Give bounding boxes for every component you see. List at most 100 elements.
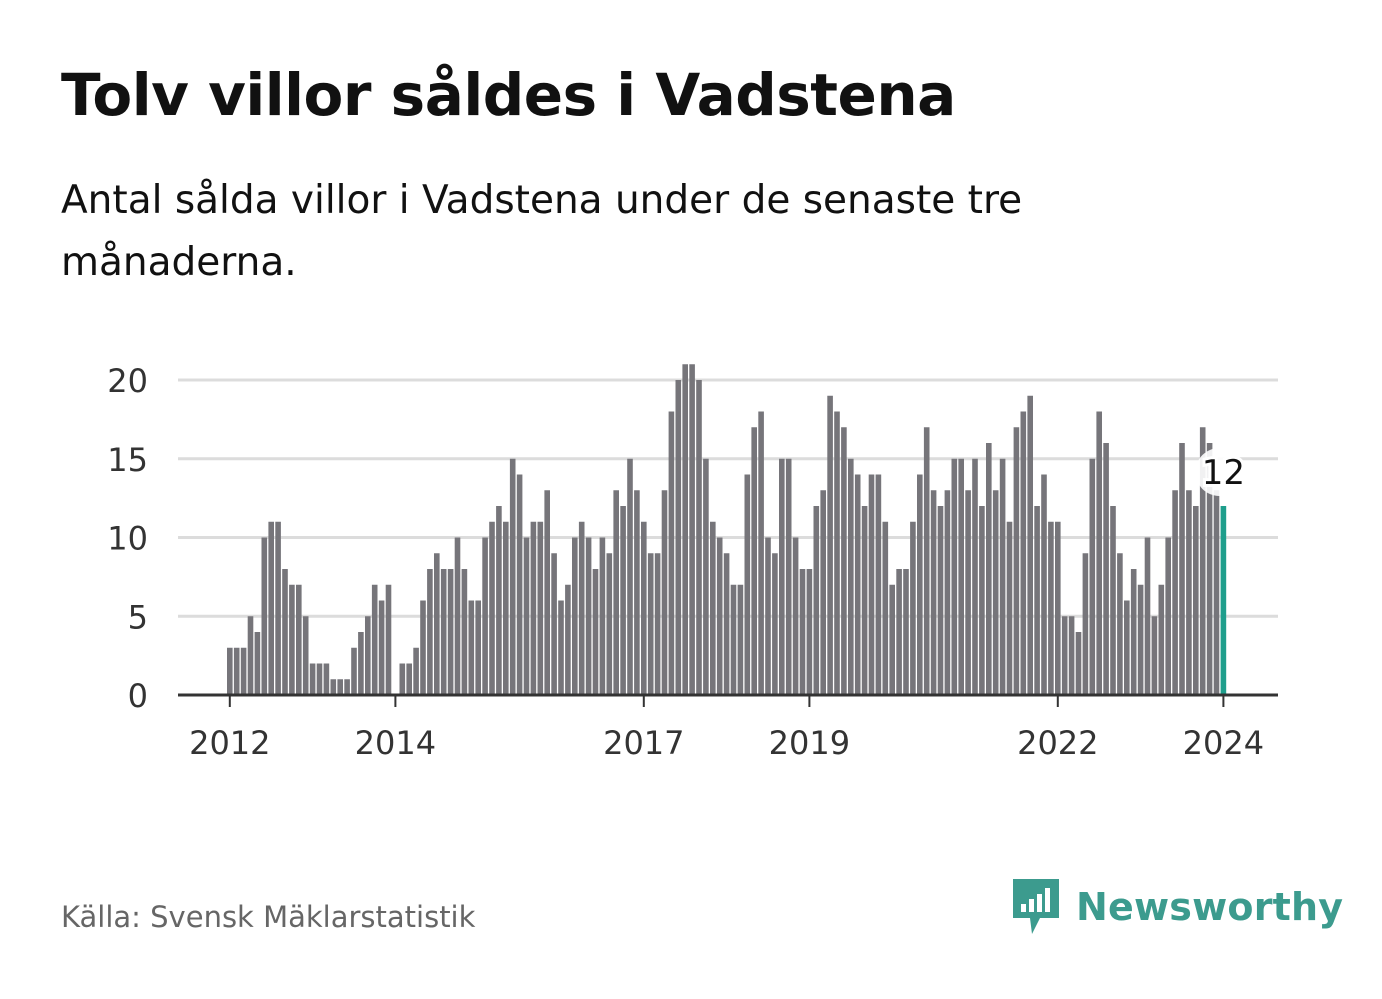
bar (296, 584, 302, 695)
bar (613, 490, 619, 695)
bar (806, 569, 813, 695)
bar (316, 663, 323, 695)
bar (1172, 490, 1178, 695)
bar (496, 506, 502, 695)
bar (779, 458, 785, 695)
bar (1055, 521, 1061, 695)
bar (1096, 411, 1102, 695)
bar (240, 647, 247, 695)
bar (516, 474, 523, 695)
bar (992, 490, 999, 695)
bar (827, 395, 833, 695)
bar (358, 632, 364, 695)
bar (247, 616, 254, 695)
bar (1186, 490, 1192, 695)
bar (482, 537, 488, 695)
bar (503, 521, 509, 695)
bar (1130, 569, 1137, 695)
bar (682, 364, 688, 695)
bar (351, 647, 357, 695)
bar (302, 616, 309, 695)
bar (385, 584, 392, 695)
bar (323, 663, 330, 695)
bar (544, 490, 550, 695)
bar (792, 537, 799, 695)
bar (647, 553, 654, 695)
bar (999, 458, 1006, 695)
bar (785, 458, 792, 695)
bar (1006, 521, 1013, 695)
bar (910, 521, 916, 695)
bar (523, 537, 530, 695)
bar (972, 458, 978, 695)
bar (1117, 553, 1123, 695)
bar (227, 647, 233, 695)
bar (634, 490, 640, 695)
bar (1089, 458, 1096, 695)
bar (1151, 616, 1158, 695)
x-tick-label: 2012 (189, 724, 270, 762)
bar (261, 537, 268, 695)
bar (454, 537, 461, 695)
y-tick-label: 10 (107, 520, 148, 558)
bar (537, 521, 544, 695)
bar (896, 569, 902, 695)
bar (703, 458, 709, 695)
bar (565, 584, 571, 695)
bar (641, 521, 647, 695)
bar (268, 521, 274, 695)
bar (378, 600, 385, 695)
bar (944, 490, 951, 695)
bar (868, 474, 875, 695)
bar (854, 474, 861, 695)
bar (937, 506, 944, 695)
bar (1034, 506, 1040, 695)
bar (765, 537, 771, 695)
bar (930, 490, 937, 695)
bar (903, 569, 909, 695)
bar (551, 553, 557, 695)
bar (413, 647, 419, 695)
bar (689, 364, 695, 695)
source-note: Källa: Svensk Mäklarstatistik (61, 900, 476, 934)
y-tick-label: 20 (107, 362, 148, 400)
x-tick-label: 2014 (355, 724, 436, 762)
bar (509, 458, 516, 695)
bar (1013, 427, 1020, 695)
bar (440, 569, 447, 695)
bar (254, 632, 261, 695)
bar (834, 411, 840, 695)
bar (1206, 443, 1213, 695)
bar (289, 584, 295, 695)
bar (282, 569, 288, 695)
bar (875, 474, 882, 695)
bar (1137, 584, 1144, 695)
bar (1061, 616, 1068, 695)
bar (558, 600, 564, 695)
bar (882, 521, 889, 695)
bar (620, 506, 626, 695)
brand-logo-group[interactable]: Newsworthy (1010, 876, 1343, 938)
bar (1082, 553, 1089, 695)
bar (365, 616, 371, 695)
newsworthy-logo-icon (1013, 879, 1059, 934)
bar (475, 600, 481, 695)
bar (841, 427, 847, 695)
chart-subtitle: Antal sålda villor i Vadstena under de s… (61, 178, 1023, 285)
bar (337, 679, 343, 695)
bar (1075, 632, 1082, 695)
bar (661, 490, 668, 695)
bar (1041, 474, 1047, 695)
bar (951, 458, 958, 695)
bar (530, 521, 537, 695)
bar (585, 537, 592, 695)
bar (923, 427, 930, 695)
bar (489, 521, 495, 695)
bar (737, 584, 744, 695)
bar (1193, 506, 1199, 695)
highlight-bar (1220, 506, 1227, 695)
bar (1110, 506, 1116, 695)
bar (1144, 537, 1151, 695)
bar (406, 663, 412, 695)
